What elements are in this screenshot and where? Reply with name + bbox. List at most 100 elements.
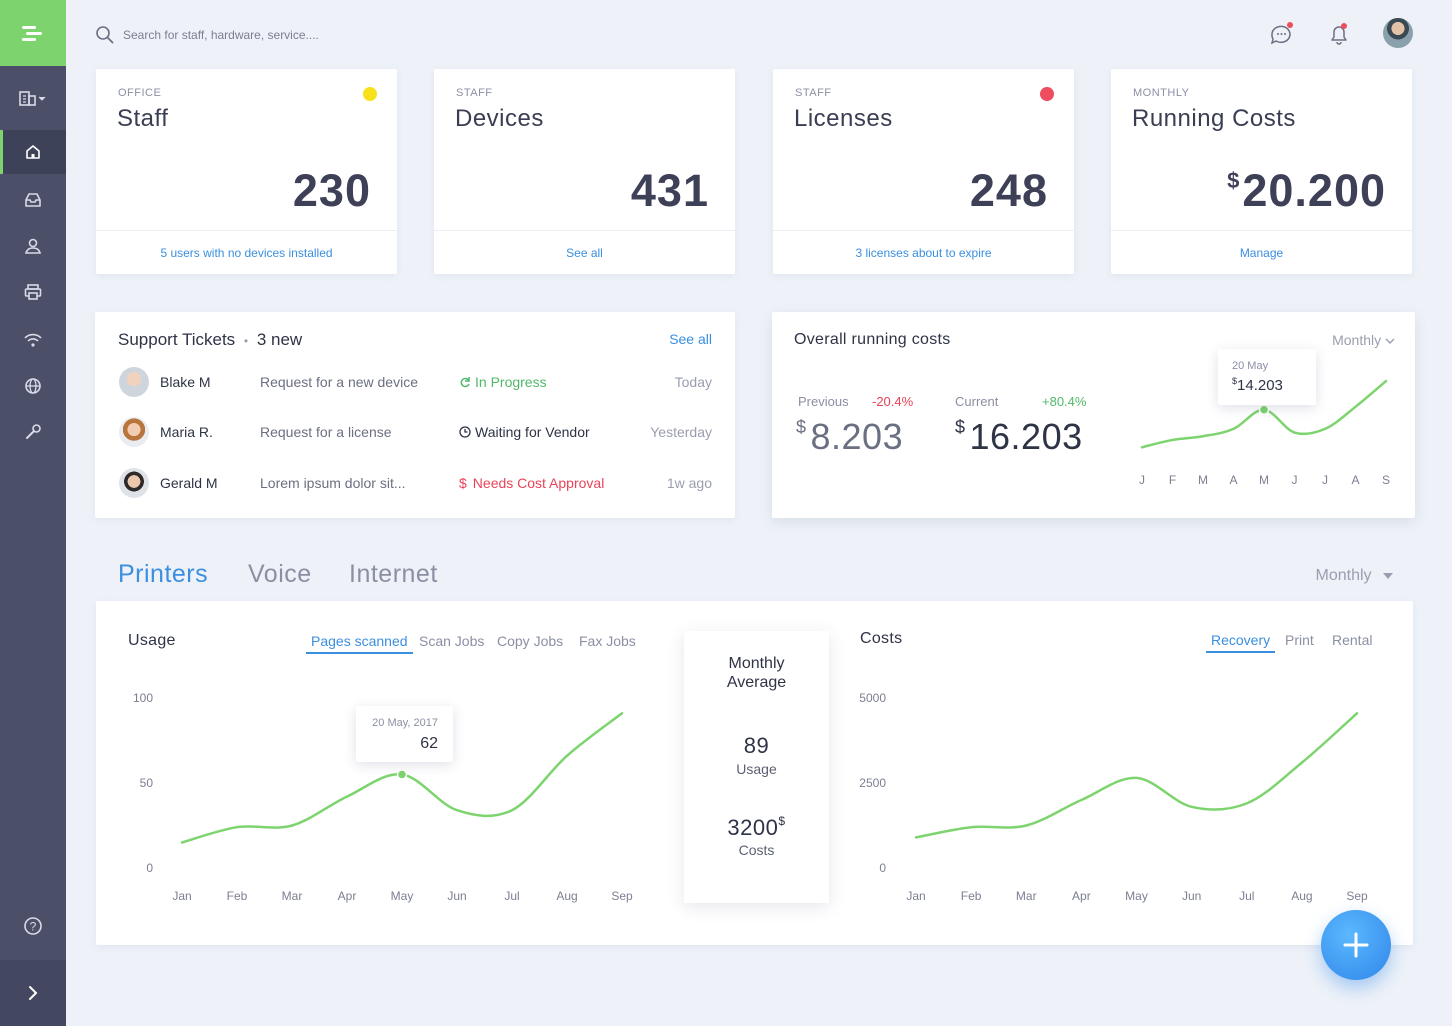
sidebar-item-internet[interactable] <box>0 364 66 408</box>
dollar-icon: $ <box>459 475 467 491</box>
currency-symbol: $ <box>796 417 807 437</box>
average-title: Monthly Average <box>684 654 829 692</box>
ticket-status-text: Needs Cost Approval <box>472 475 605 491</box>
series-line <box>914 712 1359 839</box>
stat-title: Staff <box>117 105 169 132</box>
stat-footer-link[interactable]: Manage <box>1111 230 1412 274</box>
tooltip-value: $14.203 <box>1232 376 1283 394</box>
subtab-rental[interactable]: Rental <box>1332 632 1373 648</box>
notifications-button[interactable] <box>1325 20 1353 48</box>
tickets-new-count: 3 new <box>256 330 303 349</box>
ticket-row[interactable]: Blake M Request for a new device In Prog… <box>95 364 735 400</box>
tooltip-value-number: 14.203 <box>1237 377 1283 394</box>
sidebar-item-tools[interactable] <box>0 410 66 454</box>
wifi-icon <box>24 333 42 347</box>
x-tick-label: A <box>1229 473 1237 487</box>
subtab-pages-scanned[interactable]: Pages scanned <box>306 633 413 654</box>
status-dot-red <box>1040 87 1054 101</box>
avatar <box>119 417 149 447</box>
overall-period-value: Monthly <box>1332 332 1382 348</box>
app-logo[interactable] <box>0 0 66 66</box>
tab-voice[interactable]: Voice <box>248 560 312 588</box>
ticket-status-text: In Progress <box>475 374 547 390</box>
y-tick-label: 0 <box>879 861 886 875</box>
sidebar-item-buildings[interactable] <box>0 76 66 120</box>
previous-value: $8.203 <box>796 416 903 458</box>
expand-sidebar-button[interactable] <box>0 960 66 1026</box>
clock-icon <box>459 426 471 438</box>
average-title-line2: Average <box>726 674 787 691</box>
overall-chart-tooltip: 20 May $14.203 <box>1218 349 1316 405</box>
current-value: $16.203 <box>955 416 1083 458</box>
x-tick-label: Feb <box>227 889 248 903</box>
data-point[interactable] <box>396 769 408 780</box>
sidebar-item-inbox[interactable] <box>0 178 66 222</box>
sidebar-item-network[interactable] <box>0 318 66 362</box>
tickets-title: Support Tickets • 3 new <box>118 330 302 350</box>
user-avatar[interactable] <box>1383 18 1413 48</box>
ticket-name: Maria R. <box>160 424 213 440</box>
stat-footer-link[interactable]: See all <box>434 230 735 274</box>
caret-down-icon <box>1383 573 1393 579</box>
messages-button[interactable] <box>1268 20 1296 48</box>
stat-eyebrow: STAFF <box>456 87 493 99</box>
stat-title: Licenses <box>794 105 893 132</box>
tab-printers[interactable]: Printers <box>118 560 209 588</box>
stat-card-running-costs: MONTHLY Running Costs $20.200 Manage <box>1111 69 1412 274</box>
x-tick-label: J <box>1322 473 1328 487</box>
tab-internet[interactable]: Internet <box>349 560 438 588</box>
logo-icon <box>22 26 42 41</box>
stat-footer-link[interactable]: 5 users with no devices installed <box>96 230 397 274</box>
home-icon <box>26 145 40 159</box>
stat-footer-link[interactable]: 3 licenses about to expire <box>773 230 1074 274</box>
average-costs-label: Costs <box>738 842 775 858</box>
x-tick-label: J <box>1139 473 1145 487</box>
avatar <box>119 468 149 498</box>
x-tick-label: F <box>1169 473 1176 487</box>
usage-title: Usage <box>128 632 176 649</box>
support-tickets-card: Support Tickets • 3 new See all Blake M … <box>95 312 735 518</box>
x-tick-label: Jan <box>172 889 191 903</box>
stat-value: 431 <box>630 165 709 216</box>
x-tick-label: Apr <box>338 889 357 903</box>
x-tick-label: S <box>1382 473 1390 487</box>
sidebar-item-printers[interactable] <box>0 270 66 314</box>
search-icon[interactable] <box>95 25 115 45</box>
x-tick-label: Feb <box>961 889 982 903</box>
ticket-time: Today <box>674 374 712 390</box>
chevron-right-icon <box>29 986 38 1000</box>
subtab-copy-jobs[interactable]: Copy Jobs <box>497 633 564 649</box>
y-tick-label: 100 <box>133 691 153 705</box>
sidebar-item-users[interactable] <box>0 224 66 268</box>
globe-icon <box>25 378 41 394</box>
ticket-status: In Progress <box>459 374 547 390</box>
chevron-down-icon <box>1385 338 1395 344</box>
ticket-request: Lorem ipsum dolor sit... <box>260 475 406 491</box>
ticket-row[interactable]: Maria R. Request for a license Waiting f… <box>95 414 735 450</box>
stat-value: $20.200 <box>1227 165 1386 217</box>
currency-symbol: $ <box>778 814 786 828</box>
x-tick-label: Sep <box>611 889 633 903</box>
ticket-status-text: Waiting for Vendor <box>475 424 590 440</box>
subtab-scan-jobs[interactable]: Scan Jobs <box>419 633 485 649</box>
tickets-see-all-link[interactable]: See all <box>669 331 712 347</box>
help-button[interactable]: ? <box>0 904 66 948</box>
previous-change: -20.4% <box>872 394 914 409</box>
ticket-time: 1w ago <box>666 475 712 491</box>
printer-icon <box>24 284 42 300</box>
subtab-recovery[interactable]: Recovery <box>1206 632 1276 653</box>
subtab-fax-jobs[interactable]: Fax Jobs <box>579 633 636 649</box>
printers-period-select[interactable]: Monthly <box>1316 567 1394 585</box>
overall-period-select[interactable]: Monthly <box>1332 332 1395 348</box>
x-tick-label: Aug <box>556 889 577 903</box>
building-icon <box>19 91 46 106</box>
add-button[interactable] <box>1321 910 1391 980</box>
subtab-print[interactable]: Print <box>1285 632 1314 648</box>
tickets-separator: • <box>243 334 249 348</box>
ticket-row[interactable]: Gerald M Lorem ipsum dolor sit... $ Needs… <box>95 465 735 501</box>
stat-card-staff: OFFICE Staff 230 5 users with no devices… <box>96 69 397 274</box>
sidebar-item-home[interactable] <box>0 130 66 174</box>
search-input[interactable] <box>123 28 483 42</box>
data-point[interactable] <box>1258 404 1270 415</box>
